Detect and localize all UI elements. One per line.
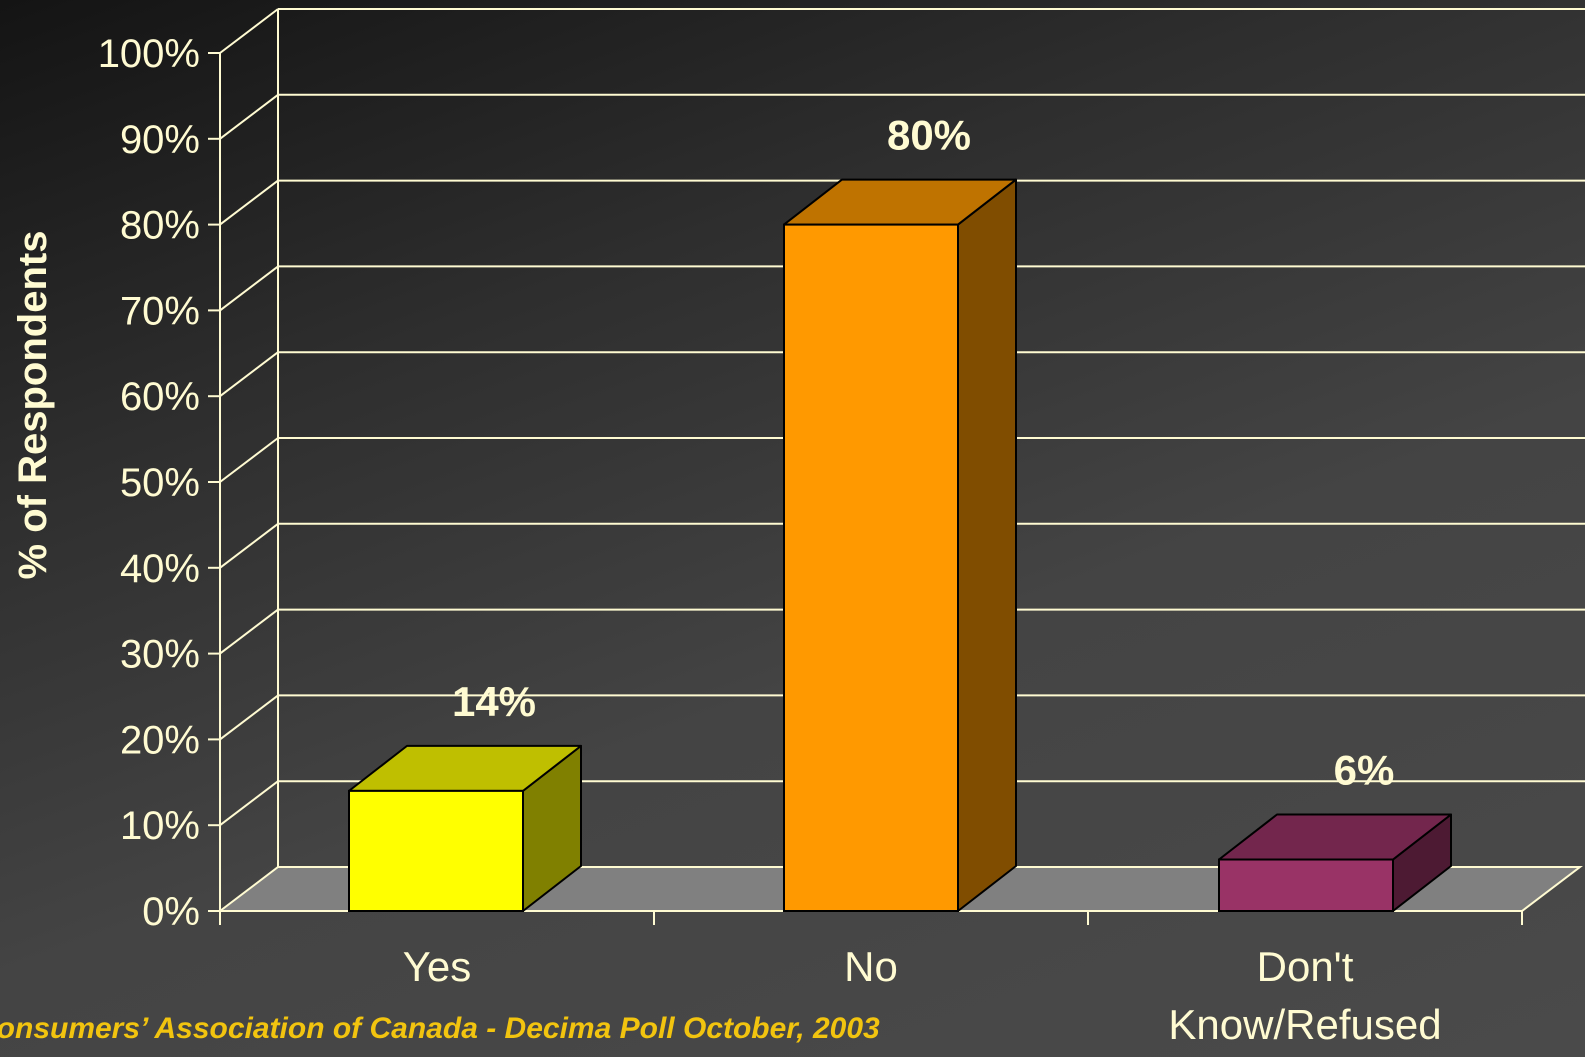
gridline-side — [219, 523, 279, 569]
gridline-side — [219, 437, 279, 483]
bar-yes — [348, 744, 582, 913]
y-tick-label: 80% — [120, 204, 200, 248]
source-caption: Consumers’ Association of Canada - Decim… — [0, 1012, 880, 1045]
y-tick-label: 40% — [120, 547, 200, 591]
category-label: No — [844, 943, 898, 990]
y-tick-label: 20% — [120, 718, 200, 762]
bar-front — [348, 789, 524, 913]
y-tick-label: 0% — [142, 890, 200, 934]
gridline-side — [219, 265, 279, 312]
gridline-side — [219, 8, 279, 54]
y-tick-label: 30% — [120, 633, 200, 677]
bar-side — [957, 178, 1017, 912]
bars — [348, 178, 1452, 913]
gridline-side — [219, 608, 279, 655]
y-tick-label: 70% — [120, 289, 200, 333]
y-tick-label: 90% — [120, 118, 200, 162]
y-tick-label: 10% — [120, 804, 200, 848]
data-label: 14% — [452, 678, 536, 725]
gridline-side — [219, 94, 279, 140]
y-tick-label: 60% — [120, 375, 200, 419]
gridline-side — [219, 179, 279, 226]
gridline-side — [219, 780, 279, 826]
category-label: Yes — [403, 943, 472, 990]
bar-don-t-know-refused — [1218, 813, 1452, 913]
bar-no — [783, 178, 1017, 913]
category-label: Know/Refused — [1168, 1001, 1441, 1048]
gridline-side — [219, 351, 279, 397]
labels: 14% Yes 80% No 6% Don't Know/Refused — [403, 112, 1442, 1048]
data-label: 80% — [887, 112, 971, 159]
bar-front — [1218, 858, 1394, 913]
category-label: Don't — [1257, 943, 1354, 990]
y-tick-label: 100% — [98, 32, 200, 76]
bar-front — [783, 223, 959, 913]
gridline-side — [219, 694, 279, 741]
value-axis: 0% 10% 20% 30% 40% 50% 60% 70% 80% 90% 100% — [98, 32, 1523, 934]
y-tick-label: 50% — [120, 461, 200, 505]
y-axis-title: % of Respondents — [11, 231, 55, 580]
data-label: 6% — [1334, 747, 1395, 794]
